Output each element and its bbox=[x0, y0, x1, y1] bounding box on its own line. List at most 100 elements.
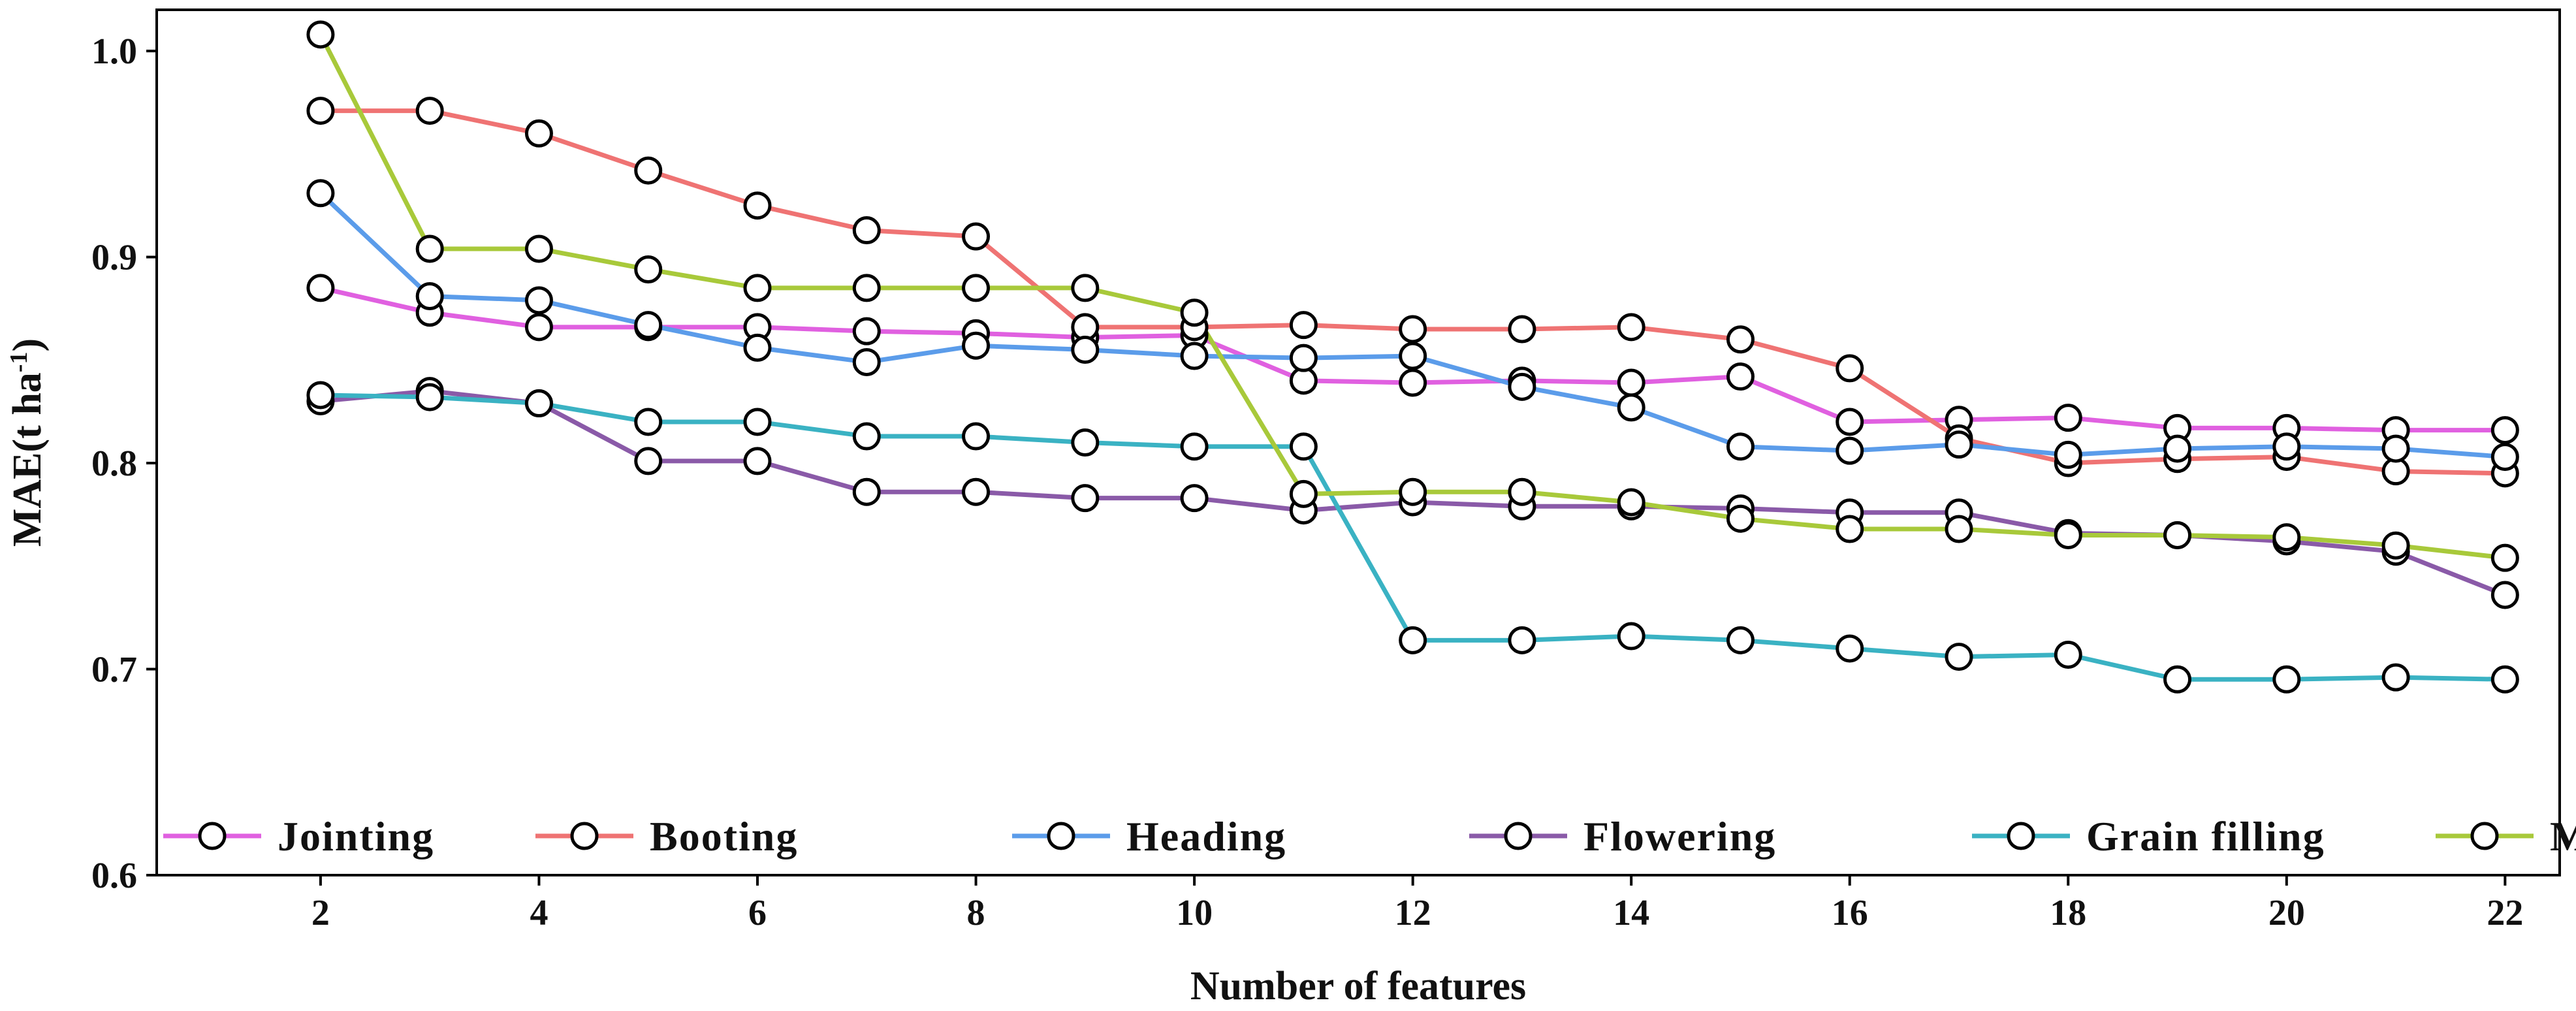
data-point-grain-filling bbox=[2272, 665, 2301, 694]
legend-label-heading: Heading bbox=[1126, 813, 1286, 859]
x-tick-label: 18 bbox=[2050, 893, 2086, 933]
data-point-grain-filling bbox=[1399, 626, 1427, 654]
x-tick-label: 22 bbox=[2487, 893, 2523, 933]
y-axis-title-close: ) bbox=[5, 338, 50, 352]
x-tick-label: 6 bbox=[748, 893, 767, 933]
legend-item-maturity: Maturity bbox=[2436, 813, 2576, 859]
data-point-heading bbox=[1399, 342, 1427, 370]
data-point-grain-filling bbox=[1071, 428, 1100, 457]
data-point-jointing bbox=[306, 274, 335, 302]
data-point-heading bbox=[1836, 436, 1864, 465]
legend-label-grain-filling: Grain filling bbox=[2086, 813, 2325, 859]
legend-label-maturity: Maturity bbox=[2550, 813, 2576, 859]
x-axis-title: Number of features bbox=[1190, 964, 1526, 1008]
x-tick-label: 4 bbox=[530, 893, 548, 933]
data-point-maturity bbox=[2490, 543, 2519, 572]
data-point-heading bbox=[743, 333, 772, 362]
data-point-grain-filling bbox=[2381, 663, 2410, 692]
x-tick-label: 20 bbox=[2268, 893, 2305, 933]
legend-item-booting: Booting bbox=[535, 813, 798, 859]
data-point-maturity bbox=[1180, 298, 1209, 327]
data-point-heading bbox=[415, 282, 444, 311]
data-point-heading bbox=[2272, 432, 2301, 461]
y-tick-label: 0.7 bbox=[91, 650, 137, 690]
series-layer bbox=[306, 20, 2519, 694]
data-point-booting bbox=[743, 191, 772, 220]
data-point-heading bbox=[2054, 440, 2082, 469]
y-axis-title-main: MAE(t ha bbox=[5, 372, 50, 547]
data-point-grain-filling bbox=[1180, 432, 1209, 461]
data-point-flowering bbox=[743, 447, 772, 475]
data-point-booting bbox=[852, 216, 881, 245]
y-axis-title: MAE(t ha-1) bbox=[5, 338, 50, 547]
x-tick-label: 16 bbox=[1832, 893, 1868, 933]
data-point-maturity bbox=[2381, 531, 2410, 560]
legend-swatch-marker bbox=[198, 822, 227, 850]
x-tick-label: 12 bbox=[1395, 893, 1431, 933]
series-points-heading bbox=[306, 179, 2519, 472]
data-point-grain-filling bbox=[1836, 634, 1864, 663]
legend-swatch-marker bbox=[1504, 822, 1533, 850]
data-point-maturity bbox=[962, 274, 991, 302]
data-point-maturity bbox=[1508, 477, 1536, 506]
data-point-booting bbox=[415, 97, 444, 125]
data-point-heading bbox=[1617, 393, 1646, 422]
data-point-jointing bbox=[852, 317, 881, 345]
data-point-maturity bbox=[2272, 523, 2301, 552]
legend-label-booting: Booting bbox=[650, 813, 798, 859]
data-point-heading bbox=[1508, 372, 1536, 401]
data-point-heading bbox=[852, 347, 881, 376]
data-point-jointing bbox=[1836, 408, 1864, 436]
data-point-flowering bbox=[634, 447, 663, 475]
data-point-flowering bbox=[852, 477, 881, 506]
legend-swatch-marker bbox=[2470, 822, 2499, 850]
data-point-grain-filling bbox=[1289, 432, 1318, 461]
data-point-grain-filling bbox=[962, 422, 991, 451]
data-point-heading bbox=[2163, 434, 2192, 463]
data-point-flowering bbox=[962, 477, 991, 506]
data-point-heading bbox=[962, 331, 991, 360]
data-point-grain-filling bbox=[852, 422, 881, 451]
legend-item-jointing: Jointing bbox=[163, 813, 434, 859]
data-point-maturity bbox=[2054, 521, 2082, 549]
data-point-heading bbox=[2381, 434, 2410, 463]
y-tick-label: 0.6 bbox=[91, 856, 137, 896]
data-point-maturity bbox=[1617, 488, 1646, 517]
data-point-maturity bbox=[306, 20, 335, 49]
data-point-grain-filling bbox=[415, 383, 444, 411]
legend-item-flowering: Flowering bbox=[1469, 813, 1775, 859]
data-point-grain-filling bbox=[2054, 640, 2082, 669]
data-point-maturity bbox=[1836, 515, 1864, 543]
data-point-heading bbox=[1726, 432, 1755, 461]
data-point-flowering bbox=[2490, 581, 2519, 609]
data-point-jointing bbox=[2490, 416, 2519, 445]
data-point-booting bbox=[634, 156, 663, 185]
data-point-heading bbox=[1289, 344, 1318, 372]
data-point-heading bbox=[1945, 430, 1973, 459]
y-tick-label: 0.8 bbox=[91, 443, 137, 484]
data-point-jointing bbox=[2054, 404, 2082, 432]
data-point-booting bbox=[1399, 315, 1427, 344]
data-point-maturity bbox=[634, 255, 663, 283]
plot-border bbox=[155, 8, 2561, 876]
x-tick-label: 14 bbox=[1613, 893, 1649, 933]
data-point-heading bbox=[634, 311, 663, 340]
legend-item-heading: Heading bbox=[1012, 813, 1286, 859]
data-point-jointing bbox=[1399, 368, 1427, 397]
x-tick-label: 2 bbox=[311, 893, 330, 933]
legend-swatch-marker bbox=[2007, 822, 2035, 850]
data-point-grain-filling bbox=[1726, 626, 1755, 654]
data-point-jointing bbox=[1726, 362, 1755, 391]
data-point-maturity bbox=[524, 234, 553, 263]
data-point-booting bbox=[962, 222, 991, 251]
data-point-booting bbox=[306, 97, 335, 125]
data-point-maturity bbox=[1399, 477, 1427, 506]
legend-label-jointing: Jointing bbox=[278, 813, 434, 859]
data-point-maturity bbox=[1289, 479, 1318, 508]
series-points-grain-filling bbox=[306, 381, 2519, 694]
data-point-jointing bbox=[1617, 368, 1646, 397]
data-point-heading bbox=[1180, 342, 1209, 370]
data-point-booting bbox=[1617, 313, 1646, 342]
legend: Jointing Booting Heading Flowering Grain fil… bbox=[163, 813, 2576, 859]
data-point-maturity bbox=[1071, 274, 1100, 302]
